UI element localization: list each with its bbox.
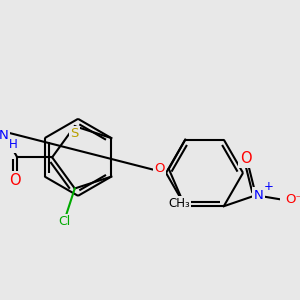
Text: N: N (254, 189, 263, 202)
Text: O⁻: O⁻ (286, 193, 300, 206)
Text: O: O (9, 173, 20, 188)
Text: N: N (0, 129, 9, 142)
Text: O: O (240, 151, 252, 166)
Text: O: O (154, 162, 165, 176)
Text: H: H (9, 138, 18, 152)
Text: Cl: Cl (58, 215, 70, 228)
Text: S: S (70, 127, 79, 140)
Text: CH₃: CH₃ (168, 197, 190, 210)
Text: +: + (264, 180, 274, 193)
